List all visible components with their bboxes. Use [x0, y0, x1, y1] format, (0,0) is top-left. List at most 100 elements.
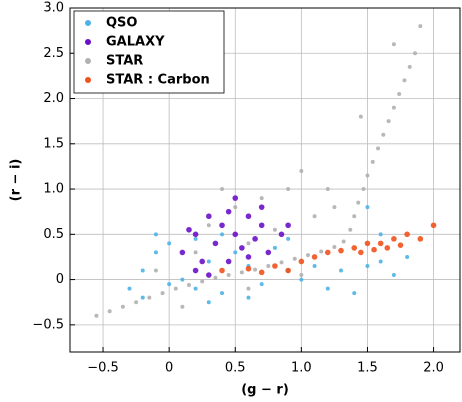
point: [206, 300, 211, 305]
point: [258, 222, 265, 229]
x-tick-label: 0.5: [225, 361, 246, 376]
point: [219, 267, 225, 274]
point: [259, 196, 264, 201]
y-tick-label: 3.0: [43, 1, 64, 16]
point: [167, 241, 172, 246]
point: [397, 92, 402, 96]
series-points: [179, 195, 291, 278]
point: [377, 240, 384, 247]
point: [173, 286, 178, 291]
point: [356, 200, 361, 205]
plot-frame: [69, 7, 461, 353]
point: [332, 244, 337, 249]
point: [127, 286, 132, 291]
x-tick-label: −0.5: [87, 361, 119, 376]
point: [365, 173, 370, 178]
y-tick-label: 0.5: [43, 227, 64, 242]
legend-box: [73, 10, 225, 94]
point: [285, 267, 291, 274]
point: [418, 24, 423, 29]
point: [206, 272, 212, 278]
point: [153, 250, 158, 255]
point: [332, 205, 337, 210]
legend: QSO GALAXY STAR STAR : Carbon: [73, 10, 225, 94]
point: [358, 114, 363, 119]
point: [430, 222, 437, 229]
point: [232, 195, 239, 201]
point: [381, 132, 386, 137]
point: [285, 222, 291, 229]
point: [391, 236, 397, 242]
point: [140, 295, 145, 300]
legend-label: STAR: [106, 54, 143, 69]
point: [348, 227, 353, 232]
y-tick-label: 0: [56, 272, 64, 287]
point: [153, 232, 158, 237]
y-tick-label: 2.0: [43, 91, 64, 106]
legend-marker: [85, 58, 91, 64]
point: [179, 249, 186, 256]
point: [324, 249, 331, 256]
point: [246, 286, 251, 291]
point: [180, 304, 185, 309]
legend-label: QSO: [106, 16, 137, 31]
legend-label: STAR : Carbon: [106, 73, 210, 88]
point: [246, 295, 251, 300]
point: [391, 105, 396, 110]
x-tick-label: 2.0: [423, 361, 444, 376]
point: [245, 213, 252, 220]
point: [225, 208, 232, 215]
point: [371, 246, 377, 253]
point: [253, 267, 258, 272]
point: [358, 249, 364, 256]
point: [193, 250, 198, 255]
point: [258, 269, 265, 276]
point: [120, 304, 125, 309]
point: [167, 282, 172, 287]
series-points: [219, 222, 437, 276]
point: [338, 247, 344, 254]
point: [239, 245, 245, 251]
point: [259, 282, 264, 287]
y-axis-label: (r − i): [9, 159, 24, 202]
point: [299, 277, 304, 282]
point: [278, 231, 285, 238]
series-points: [127, 205, 410, 305]
point: [279, 260, 284, 265]
y-tick-label: −0.5: [32, 317, 64, 332]
point: [219, 222, 225, 229]
point: [339, 268, 344, 273]
point: [233, 250, 238, 255]
point: [252, 236, 258, 242]
point: [384, 245, 391, 251]
y-tick-label: 2.5: [43, 46, 64, 61]
point: [213, 275, 218, 280]
point: [397, 242, 404, 248]
point: [402, 78, 407, 83]
point: [225, 258, 232, 265]
point: [312, 264, 317, 268]
point: [391, 42, 396, 47]
point: [140, 268, 145, 273]
point: [370, 159, 375, 164]
point: [352, 214, 357, 219]
legend-marker: [85, 77, 91, 83]
point: [364, 240, 371, 247]
point: [94, 313, 99, 318]
point: [299, 273, 304, 278]
point: [286, 236, 291, 241]
point: [266, 264, 271, 268]
point: [352, 291, 357, 296]
point: [365, 205, 370, 210]
point: [417, 236, 424, 242]
point: [212, 240, 219, 247]
point: [272, 227, 277, 232]
point: [192, 231, 199, 238]
x-axis-label: (g − r): [241, 383, 289, 398]
point: [265, 249, 272, 256]
point: [220, 232, 225, 237]
point: [206, 223, 211, 228]
point: [378, 259, 383, 264]
y-tick-label: 1.0: [43, 182, 64, 197]
point: [245, 265, 252, 272]
